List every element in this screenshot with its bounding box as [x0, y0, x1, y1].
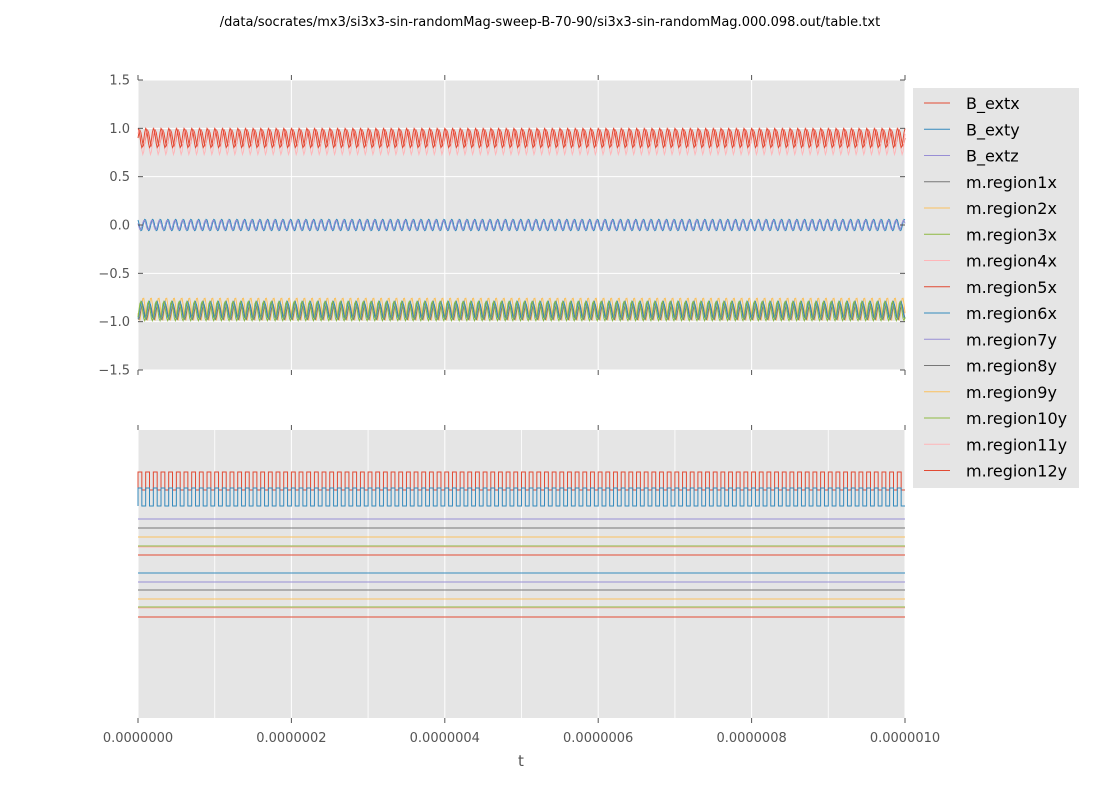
- top-y-tick-label: −1.5: [98, 364, 130, 379]
- top-series: [137, 127, 906, 323]
- legend-label-m.region5x: m.region5x: [966, 278, 1057, 297]
- top-y-tick-label: 0.0: [109, 219, 130, 234]
- legend-label-m.region12y: m.region12y: [966, 462, 1067, 481]
- bottom-x-ticks: [137, 425, 906, 723]
- series-line-m.region5x: [137, 127, 906, 149]
- bottom-x-tick-labels: 0.0000000 0.0000002 0.0000004 0.0000006 0.00…: [103, 731, 940, 746]
- legend-label-B_exty: B_exty: [966, 120, 1020, 140]
- series-line-B_extz: [137, 219, 906, 231]
- legend-label-m.region6x: m.region6x: [966, 304, 1057, 323]
- legend: B_extx B_exty B_extz m.region1x m.region2x m.…: [913, 88, 1079, 488]
- top-y-tick-label: 1.5: [109, 74, 130, 89]
- top-x-ticks: [137, 75, 906, 375]
- top-y-tick-label: −1.0: [98, 315, 130, 330]
- series-line-m.region2x: [137, 297, 906, 321]
- legend-label-m.region1x: m.region1x: [966, 173, 1057, 192]
- legend-label-m.region8y: m.region8y: [966, 357, 1057, 376]
- legend-label-m.region9y: m.region9y: [966, 383, 1057, 402]
- legend-label-m.region7y: m.region7y: [966, 330, 1057, 349]
- x-tick-label: 0.0000006: [563, 731, 633, 746]
- legend-label-m.region4x: m.region4x: [966, 252, 1057, 271]
- top-y-tick-label: 1.0: [109, 122, 130, 137]
- legend-label-B_extx: B_extx: [966, 94, 1020, 114]
- series-line-m.region3x: [137, 299, 906, 323]
- legend-label-B_extz: B_extz: [966, 147, 1019, 167]
- x-axis-label: t: [518, 752, 524, 770]
- x-tick-label: 0.0000008: [716, 731, 786, 746]
- series-line-m.region6x: [137, 487, 905, 507]
- x-tick-label: 0.0000000: [103, 731, 173, 746]
- legend-box: [913, 88, 1079, 488]
- legend-label-m.region3x: m.region3x: [966, 225, 1057, 244]
- bottom-series: [137, 471, 905, 618]
- x-tick-label: 0.0000004: [410, 731, 480, 746]
- x-tick-label: 0.0000010: [870, 731, 940, 746]
- top-y-tick-label: 0.5: [109, 170, 130, 185]
- series-line-m.region12y: [137, 471, 905, 491]
- chart-title: /data/socrates/mx3/si3x3-sin-randomMag-s…: [220, 15, 880, 30]
- legend-label-m.region10y: m.region10y: [966, 409, 1067, 428]
- top-y-tick-label: −0.5: [98, 267, 130, 282]
- bottom-axes: 0.0000000 0.0000002 0.0000004 0.0000006 0.00…: [103, 425, 940, 746]
- legend-label-m.region11y: m.region11y: [966, 435, 1067, 454]
- legend-label-m.region2x: m.region2x: [966, 199, 1057, 218]
- top-y-ticks: 1.5 1.0 0.5 0.0 −0.5 −1.0 −1.5: [98, 74, 905, 379]
- legend-items: B_extx B_exty B_extz m.region1x m.region2x m.…: [924, 94, 1067, 481]
- x-tick-label: 0.0000002: [256, 731, 326, 746]
- top-axes: 1.5 1.0 0.5 0.0 −0.5 −1.0 −1.5: [98, 74, 906, 379]
